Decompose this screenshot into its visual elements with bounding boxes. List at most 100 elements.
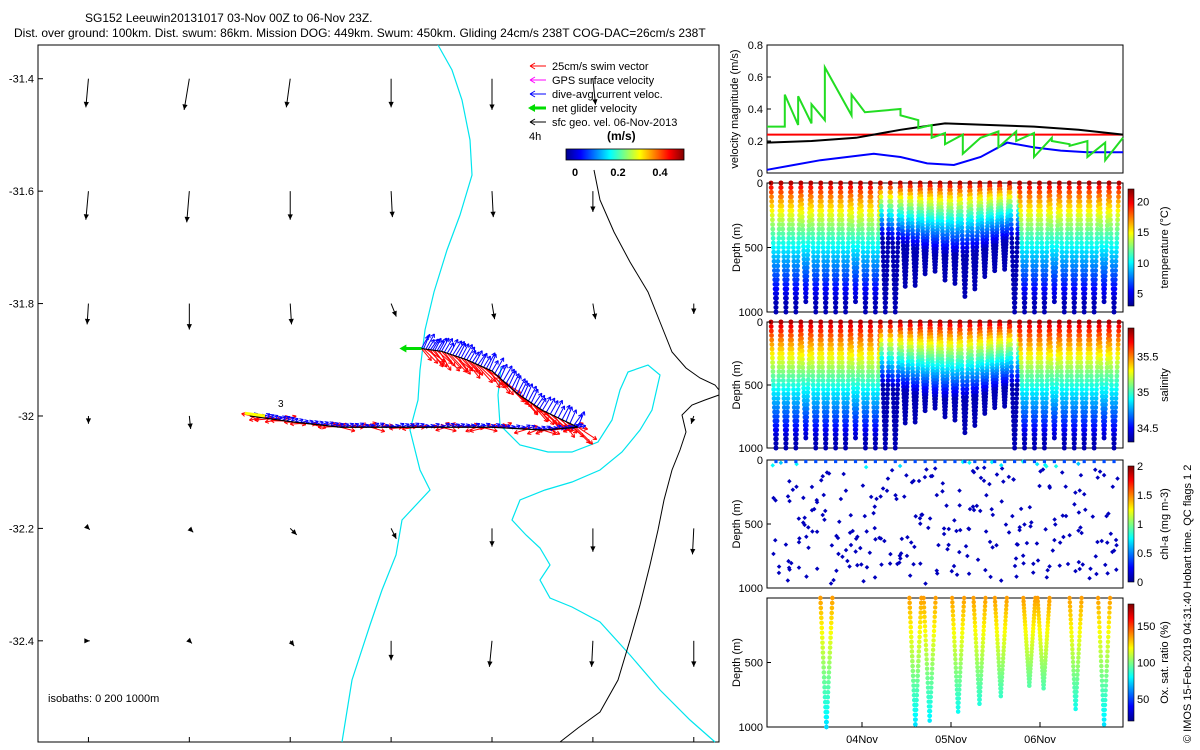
profile-dot xyxy=(1099,239,1104,245)
profile-dot xyxy=(1058,355,1064,361)
profile-dot xyxy=(809,199,814,204)
profile-dot xyxy=(833,300,839,306)
profile-dot xyxy=(779,355,785,361)
profile-dot xyxy=(824,418,830,424)
profile-dot xyxy=(869,364,875,370)
profile-dot xyxy=(933,600,938,605)
profile-dot xyxy=(1073,396,1079,401)
profile-dot xyxy=(853,299,858,305)
profile-dot xyxy=(1012,427,1018,433)
profile-dot xyxy=(939,211,945,217)
profile-dot xyxy=(1087,346,1093,352)
profile-dot xyxy=(902,283,908,289)
profile-dot xyxy=(863,309,868,315)
profile-dot xyxy=(825,400,830,406)
profile-dot xyxy=(1044,240,1050,246)
profile-dot xyxy=(972,282,978,288)
profile-dot xyxy=(843,432,849,437)
profile-dot xyxy=(794,286,800,292)
profile-dot xyxy=(798,327,804,333)
profile-dot xyxy=(1092,418,1098,424)
profile-dot xyxy=(1052,427,1058,433)
profile-dot xyxy=(1108,231,1114,237)
profile-dot xyxy=(1034,235,1040,241)
dac-vector xyxy=(438,337,447,352)
profile-dot xyxy=(1042,436,1048,442)
geo-vector xyxy=(389,191,395,218)
profile-dot xyxy=(769,212,775,218)
profile-dot xyxy=(841,254,846,260)
profile-dot xyxy=(1042,304,1048,310)
profile-dot xyxy=(1039,382,1045,388)
profile-dot xyxy=(1009,249,1015,255)
profile-dot xyxy=(868,337,874,343)
profile-dot xyxy=(889,226,895,232)
profile-dot xyxy=(888,324,893,329)
profile-dot xyxy=(1116,180,1122,186)
profile-dot xyxy=(779,337,785,343)
profile-dot xyxy=(1047,340,1053,346)
profile-dot xyxy=(826,235,831,241)
profile-dot xyxy=(1022,300,1028,306)
chl-dot xyxy=(863,459,868,464)
profile-dot xyxy=(781,391,787,397)
profile-dot xyxy=(925,671,930,676)
profile-dot xyxy=(1034,387,1040,392)
profile-dot xyxy=(795,245,801,250)
profile-dot xyxy=(1089,249,1095,255)
profile-dot xyxy=(1093,409,1098,415)
profile-dot xyxy=(1078,364,1084,370)
profile-dot xyxy=(816,231,822,237)
profile-dot xyxy=(915,220,921,226)
profile-dot xyxy=(1102,406,1108,412)
profile-dot xyxy=(784,418,790,424)
profile-dot xyxy=(1098,356,1104,362)
dac-vector xyxy=(325,421,334,427)
profile-dot xyxy=(1074,249,1079,255)
profile-dot xyxy=(770,217,775,223)
profile-dot xyxy=(1057,342,1063,347)
profile-dot xyxy=(798,319,804,325)
profile-dot xyxy=(828,328,834,334)
profile-dot xyxy=(1108,355,1113,361)
profile-dot xyxy=(959,639,965,644)
map-axes-box xyxy=(37,44,720,743)
profile-dot xyxy=(888,185,893,191)
profile-dot xyxy=(969,214,974,220)
profile-dot xyxy=(1047,197,1053,203)
profile-dot xyxy=(1096,184,1102,190)
profile-dot xyxy=(1083,258,1089,264)
profile-dot xyxy=(1024,245,1030,250)
geo-vector xyxy=(84,638,90,644)
profile-dot xyxy=(833,309,839,315)
profile-dot xyxy=(868,333,874,338)
profile-dot xyxy=(873,291,879,296)
profile-dot xyxy=(781,245,786,250)
profile-dot xyxy=(864,281,869,287)
chl-dot xyxy=(893,459,897,464)
profile-dot xyxy=(850,239,856,245)
profile-dot xyxy=(859,222,865,227)
chl-dot xyxy=(794,459,798,464)
profile-dot xyxy=(939,208,944,214)
profile-dot xyxy=(895,391,900,397)
swim-vector xyxy=(526,429,538,435)
profile-dot xyxy=(848,327,854,333)
profile-dot xyxy=(968,203,974,209)
profile-dot xyxy=(1104,235,1110,241)
profile-dot xyxy=(903,269,909,274)
profile-dot xyxy=(1043,418,1048,424)
profile-dot xyxy=(1008,212,1014,218)
profile-dot xyxy=(1032,300,1038,306)
chl-dot xyxy=(1112,459,1116,464)
profile-dot xyxy=(923,647,929,653)
profile-dot xyxy=(909,206,914,211)
profile-dot xyxy=(1008,208,1014,214)
geo-vector xyxy=(186,303,192,330)
profile-dot xyxy=(1058,360,1064,365)
chl-dot xyxy=(774,459,778,464)
colorbar-tick-label: 35.5 xyxy=(1137,352,1158,364)
profile-dot xyxy=(874,272,880,278)
profile-dot xyxy=(975,218,981,224)
